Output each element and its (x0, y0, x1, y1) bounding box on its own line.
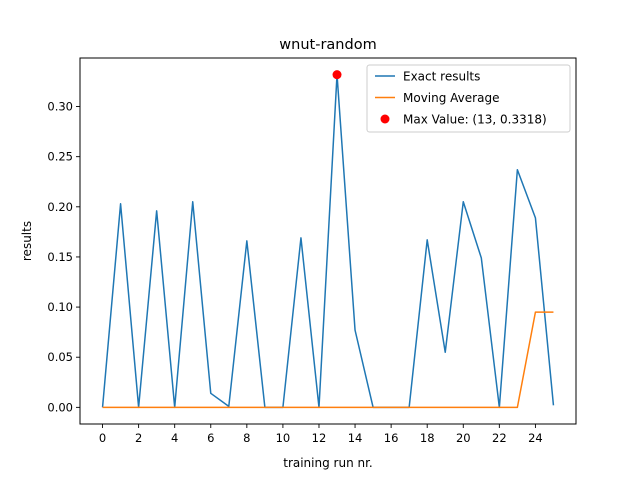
x-tick-label: 10 (276, 431, 291, 445)
series-layer (101, 73, 555, 409)
x-tick-label: 16 (384, 431, 399, 445)
y-tick-label: 0.15 (47, 250, 73, 264)
x-tick-label: 22 (492, 431, 507, 445)
legend-item-exact-results-label: Exact results (403, 70, 480, 84)
x-tick-label: 20 (456, 431, 471, 445)
y-axis-label: results (20, 221, 34, 261)
x-axis: 0 2 4 6 8 10 12 14 16 18 20 22 24 (99, 424, 543, 445)
x-tick-label: 18 (420, 431, 435, 445)
y-tick-label: 0.10 (47, 300, 73, 314)
y-axis: 0.00 0.05 0.10 0.15 0.20 0.25 0.30 (47, 100, 80, 414)
legend-box (366, 64, 571, 133)
x-tick-label: 12 (312, 431, 327, 445)
x-tick-label: 2 (135, 431, 142, 445)
chart-title: wnut-random (279, 37, 376, 53)
y-tick-label: 0.00 (47, 400, 73, 414)
legend: Exact results Moving Average Max Value: (1… (366, 64, 571, 133)
x-tick-label: 24 (528, 431, 543, 445)
x-tick-label: 4 (171, 431, 178, 445)
legend-item-moving-average-label: Moving Average (403, 91, 499, 105)
series-line-exact-results (101, 73, 555, 409)
x-axis-label: training run nr. (283, 456, 373, 470)
plot-frame (79, 57, 577, 425)
x-tick-label: 6 (207, 431, 214, 445)
y-tick-label: 0.25 (47, 150, 73, 164)
legend-item-max-value-label: Max Value: (13, 0.3318) (403, 113, 547, 127)
x-tick-label: 8 (243, 431, 250, 445)
y-tick-label: 0.05 (47, 350, 73, 364)
x-tick-label: 0 (99, 431, 106, 445)
y-tick-label: 0.20 (47, 200, 73, 214)
x-tick-label: 14 (348, 431, 363, 445)
legend-item-max-value-swatch (380, 114, 390, 124)
y-tick-label: 0.30 (47, 100, 73, 114)
series-line-moving-average (102, 311, 554, 409)
max-marker-layer (332, 70, 342, 80)
max-value-marker (332, 70, 342, 80)
